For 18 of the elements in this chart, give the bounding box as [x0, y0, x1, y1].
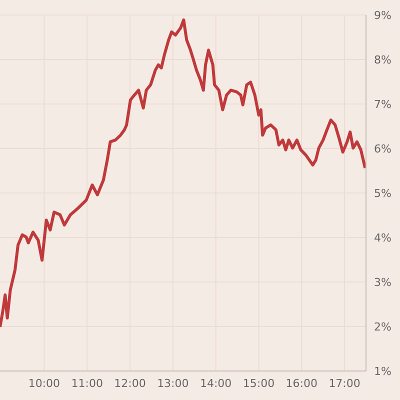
line-series [0, 18, 366, 328]
x-tick-label: 16:00 [286, 376, 318, 390]
x-tick-label: 13:00 [157, 376, 189, 390]
y-tick-label: 5% [374, 186, 392, 200]
y-tick-label: 3% [374, 276, 392, 289]
x-tick-label: 14:00 [200, 376, 232, 390]
x-tick-label: 12:00 [114, 376, 146, 390]
y-tick-label: 6% [374, 142, 392, 156]
x-tick-label: 17:00 [328, 376, 360, 390]
y-tick-label: 1% [374, 364, 392, 378]
y-tick-label: 9% [374, 8, 392, 22]
x-tick-label: 11:00 [71, 376, 103, 390]
x-tick-label: 15:00 [242, 376, 275, 390]
y-tick-label: 4% [374, 231, 392, 244]
y-tick-label: 2% [374, 320, 392, 334]
y-tick-label: 8% [374, 53, 392, 66]
x-tick-label: 10:00 [28, 376, 60, 390]
y-tick-label: 7% [374, 98, 392, 111]
